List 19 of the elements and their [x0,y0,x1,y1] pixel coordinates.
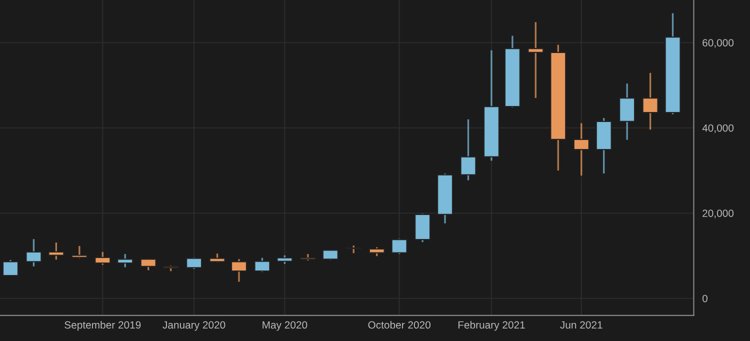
x-tick-label: February 2021 [458,320,525,331]
candlestick [230,258,248,283]
candlestick [117,253,134,268]
candlestick [2,259,19,277]
candlestick [254,257,270,273]
x-tick-label: January 2020 [162,321,226,331]
x-tick-label: May 2020 [262,321,308,331]
candlestick [71,245,88,260]
x-tick-label: Jun 2021 [560,321,602,329]
candlestick [140,258,156,272]
x-tick-label: September 2019 [64,320,141,331]
candlestick [322,248,338,261]
y-tick-label: 20,000 [702,210,734,218]
candlestick [26,238,42,268]
y-tick-label: 60,000 [702,39,734,48]
x-tick-label: October 2020 [368,320,430,329]
y-tick-label: 40,000 [702,124,734,133]
candlestick [48,242,64,260]
y-tick-label: 0 [702,294,708,302]
